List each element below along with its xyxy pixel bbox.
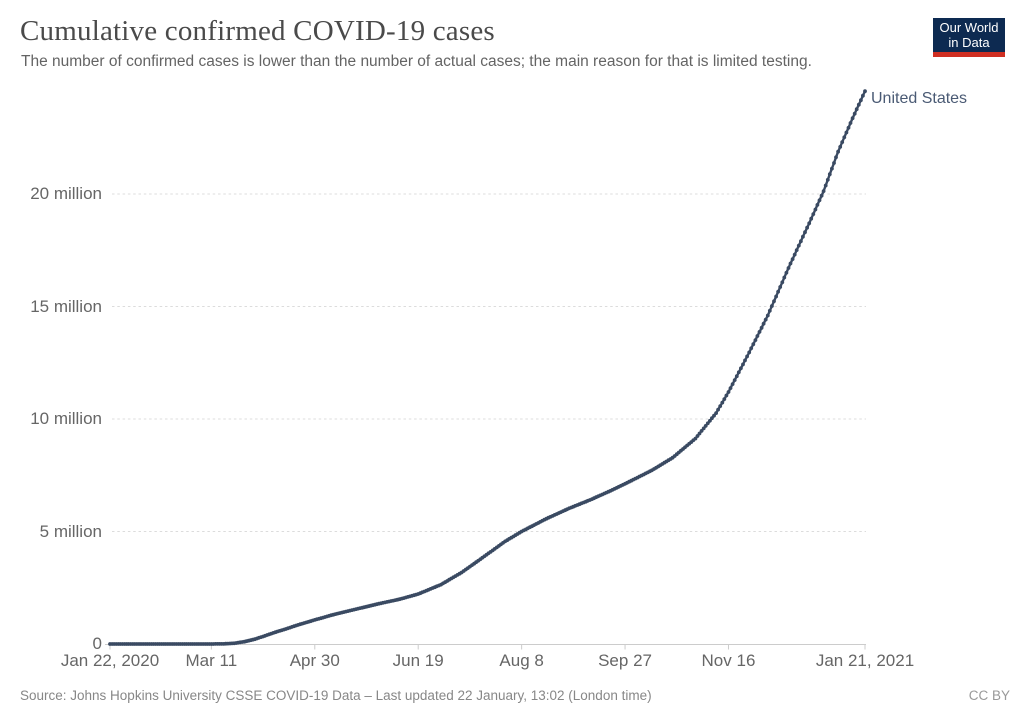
y-axis-label: 0 [92,634,102,653]
x-axis-label: Mar 11 [185,651,238,670]
chart-subtitle: The number of confirmed cases is lower t… [21,53,812,70]
x-axis-label: Apr 30 [289,651,340,670]
x-axis-label: Jun 19 [392,651,444,670]
owid-logo-box: Our World in Data [933,18,1005,52]
y-axis-label: 20 million [30,184,102,203]
series-line-united-states[interactable] [108,90,867,646]
owid-logo[interactable]: Our World in Data [933,18,1005,57]
x-axis-label: Jan 22, 2020 [60,651,160,670]
series-end-label: United States [871,90,968,107]
x-axis-label: Sep 27 [598,651,652,670]
x-axis-label: Nov 16 [701,651,756,670]
y-axis-label: 10 million [30,409,102,428]
y-axis-label: 15 million [30,296,102,316]
logo-text-line1: Our World [939,20,999,35]
logo-text-line2: in Data [948,35,990,50]
license-link[interactable]: CC BY [968,688,1010,703]
y-axis-label: 5 million [39,521,102,541]
page-title: Cumulative confirmed COVID-19 cases [20,15,495,47]
logo-red-bar [933,52,1005,57]
source-note: Source: Johns Hopkins University CSSE CO… [20,688,652,703]
x-axis-label: Jan 21, 2021 [815,651,915,670]
x-axis-label: Aug 8 [499,651,544,670]
series-points-united-states[interactable] [108,89,867,646]
